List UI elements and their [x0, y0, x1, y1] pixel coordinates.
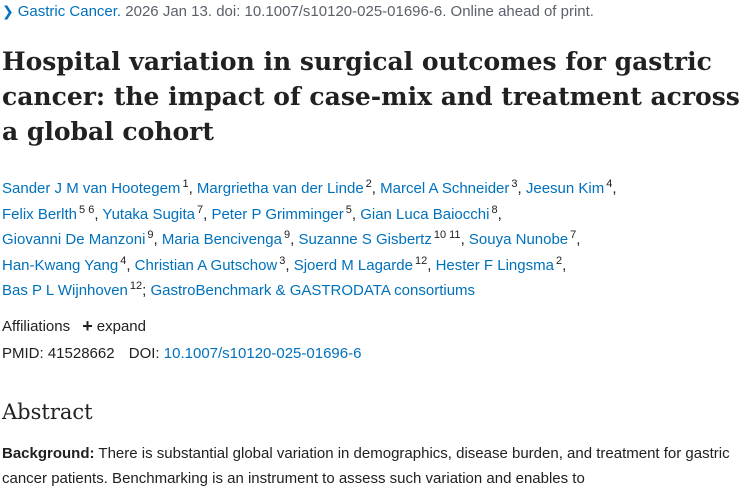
- chevron-right-icon: ❯: [2, 3, 14, 19]
- expand-label: expand: [96, 318, 146, 335]
- abstract-heading: Abstract: [2, 400, 93, 424]
- doi-label: DOI:: [128, 345, 160, 362]
- affiliation-ref[interactable]: 12: [129, 280, 143, 292]
- affiliations-label: Affiliations: [2, 318, 71, 335]
- doi-link[interactable]: 10.1007/s10120-025-01696-6: [163, 345, 362, 362]
- pmid-label: PMID:: [2, 345, 44, 362]
- affiliations-expand-button[interactable]: + expand: [82, 316, 146, 336]
- author-link[interactable]: Yutaka Sugita: [102, 205, 195, 223]
- author-link[interactable]: Peter P Grimminger: [211, 205, 344, 223]
- affiliation-ref[interactable]: 7: [570, 229, 577, 241]
- citation-details: 2026 Jan 13. doi: 10.1007/s10120-025-016…: [125, 3, 594, 20]
- abstract-background: Background: There is substantial global …: [2, 442, 750, 491]
- author-link[interactable]: Sander J M van Hootegem: [2, 180, 181, 197]
- affiliation-ref[interactable]: 5 6: [79, 203, 95, 216]
- consortium-link[interactable]: GastroBenchmark & GASTRODATA consortiums: [150, 282, 476, 299]
- affiliation-ref[interactable]: 2: [555, 254, 563, 267]
- affiliation-ref[interactable]: 2: [365, 178, 372, 190]
- author-link[interactable]: Hester F Lingsma: [435, 256, 554, 274]
- affiliation-ref[interactable]: 7: [196, 203, 204, 216]
- affiliation-ref[interactable]: 5: [345, 203, 352, 216]
- affiliation-ref[interactable]: 8: [491, 203, 498, 216]
- author-link[interactable]: Margrietha van der Linde: [196, 180, 364, 197]
- plus-icon: +: [82, 316, 93, 336]
- author-link[interactable]: Marcel A Schneider: [380, 180, 510, 197]
- affiliation-ref[interactable]: 1: [182, 178, 189, 190]
- affiliation-ref[interactable]: 12: [414, 254, 428, 267]
- background-text: There is substantial global variation in…: [2, 445, 730, 487]
- author-link[interactable]: Suzanne S Gisbertz: [298, 231, 432, 248]
- article-title: Hospital variation in surgical outcomes …: [2, 47, 740, 146]
- author-link[interactable]: Felix Berlth: [2, 205, 78, 223]
- affiliation-ref[interactable]: 3: [279, 254, 286, 267]
- background-label: Background:: [2, 445, 95, 462]
- author-link[interactable]: Maria Bencivenga: [161, 231, 282, 248]
- journal-citation: ❯ Gastric Cancer. 2026 Jan 13. doi: 10.10…: [2, 3, 594, 20]
- affiliation-ref[interactable]: 4: [120, 254, 127, 267]
- author-link[interactable]: Souya Nunobe: [468, 231, 569, 248]
- affiliation-ref[interactable]: 3: [511, 178, 518, 190]
- author-list: Sander J M van Hootegem 1, Margrietha van…: [2, 178, 617, 300]
- affiliations-row: Affiliations + expand: [2, 316, 146, 337]
- affiliation-ref[interactable]: 10 11: [433, 229, 461, 241]
- journal-link[interactable]: Gastric Cancer.: [17, 3, 122, 20]
- author-link[interactable]: Giovanni De Manzoni: [2, 231, 146, 248]
- author-link[interactable]: Sjoerd M Lagarde: [293, 256, 413, 274]
- author-link[interactable]: Jeesun Kim: [525, 180, 605, 197]
- affiliation-ref[interactable]: 9: [147, 229, 154, 241]
- author-link[interactable]: Christian A Gutschow: [134, 256, 278, 274]
- author-link[interactable]: Bas P L Wijnhoven: [2, 282, 128, 299]
- affiliation-ref[interactable]: 9: [283, 229, 291, 241]
- author-link[interactable]: Gian Luca Baiocchi: [360, 205, 490, 223]
- pmid-value: 41528662: [47, 345, 115, 362]
- article-identifiers: PMID: 41528662 DOI: 10.1007/s10120-025-0…: [2, 345, 361, 362]
- author-link[interactable]: Han-Kwang Yang: [2, 256, 119, 274]
- affiliation-ref[interactable]: 4: [606, 178, 613, 190]
